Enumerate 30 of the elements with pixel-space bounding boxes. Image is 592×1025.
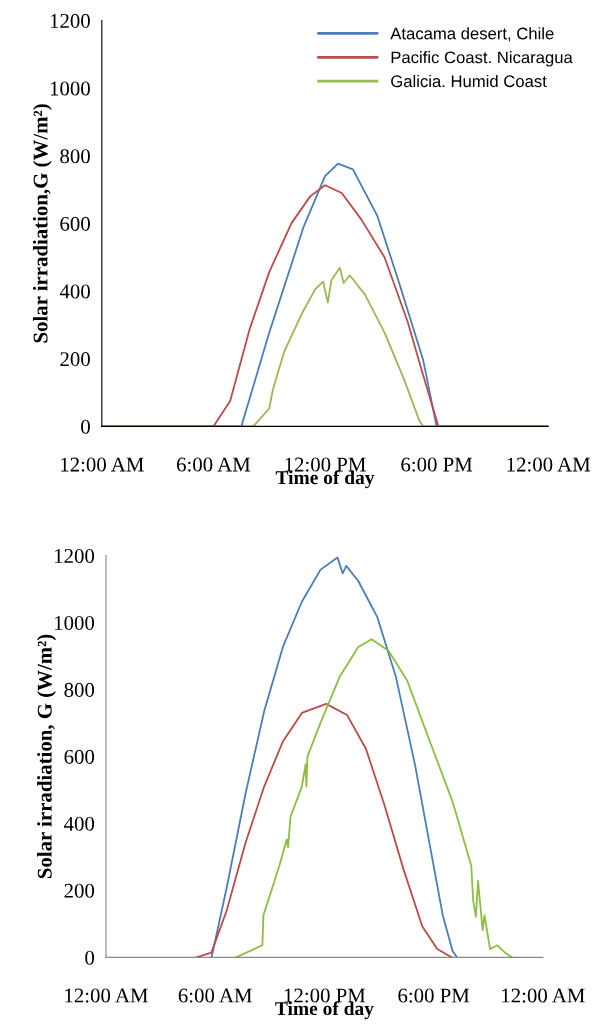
x-tick-label: 6:00 AM	[176, 457, 251, 472]
y-tick-label: 1200	[50, 13, 90, 28]
y-tick-label: 0	[85, 950, 95, 965]
x-tick-label: 12:00 AM	[502, 988, 585, 1003]
legend-label: Pacific Coast. Nicaragua	[391, 51, 573, 67]
line-series	[210, 556, 458, 958]
x-tick-label: 12:00 AM	[61, 457, 144, 472]
legend-label: Atacama desert, Chile	[390, 27, 554, 42]
y-tick-label: 200	[60, 352, 90, 367]
y-tick-label: 600	[64, 749, 95, 764]
line-series	[195, 702, 453, 958]
y-tick-label: 800	[64, 682, 95, 697]
y-tick-label: 1000	[55, 615, 95, 630]
y-tick-label: 1200	[55, 548, 95, 563]
y-axis-title: Solar irradiation, G (W/m²)	[37, 634, 56, 879]
y-tick-label: 200	[64, 883, 95, 898]
y-tick-label: 0	[81, 419, 90, 434]
legend-label: Galicia. Humid Coast	[391, 74, 547, 88]
x-tick-label: 6:00 PM	[401, 457, 473, 472]
y-tick-label: 1000	[50, 81, 90, 96]
y-tick-label: 400	[59, 284, 90, 299]
x-tick-label: 12:00 AM	[65, 988, 148, 1003]
x-tick-label: 12:00 AM	[507, 457, 591, 472]
y-tick-label: 800	[60, 149, 90, 164]
y-tick-label: 400	[64, 816, 95, 831]
line-series	[235, 638, 513, 958]
y-axis-title: Solar irradiation,G (W/m²)	[32, 104, 52, 343]
y-tick-label: 600	[60, 216, 90, 231]
x-tick-label: 6:00 AM	[178, 988, 252, 1003]
x-tick-label: 6:00 PM	[398, 988, 470, 1003]
